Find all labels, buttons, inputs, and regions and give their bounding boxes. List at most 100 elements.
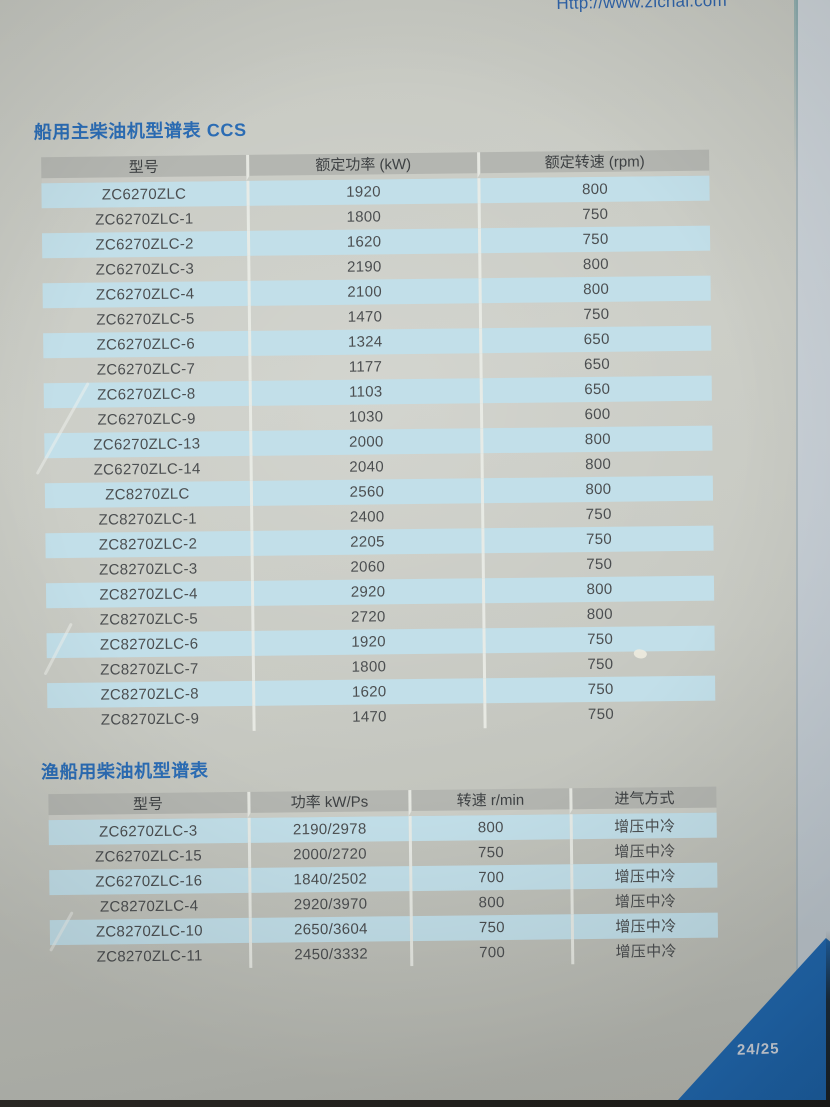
table-cell: 800 [477, 175, 710, 204]
table-cell: 750 [481, 550, 714, 579]
table-cell: 750 [477, 225, 711, 254]
table-cell: 750 [483, 700, 716, 729]
table-cell: 2560 [249, 478, 482, 506]
table-cell: ZC6270ZLC-13 [44, 430, 250, 459]
table-cell: ZC6270ZLC-3 [95, 260, 195, 279]
table-cell: 650 [479, 375, 712, 404]
table-cell: ZC8270ZLC-11 [96, 947, 203, 966]
table-cell: 650 [479, 325, 712, 354]
table-cell: 2190/2978 [247, 816, 409, 843]
column-header: 功率 kW/Ps [247, 790, 409, 818]
table-cell: ZC8270ZLC-6 [46, 630, 252, 659]
table-cell: 750 [409, 914, 572, 942]
table-cell: 800 [480, 475, 714, 504]
table-cell: 800 [480, 425, 713, 454]
website-url: Http://www.zichai.com [556, 0, 728, 13]
table-cell: 700 [409, 864, 571, 892]
table-cell: 1324 [248, 328, 480, 356]
table-cell: 800 [482, 600, 715, 629]
table-cell: 600 [479, 400, 713, 429]
table-cell: 700 [410, 939, 572, 967]
column-header: 型号 [41, 154, 247, 184]
table-cell: 增压中冷 [571, 937, 719, 965]
table-cell: 增压中冷 [570, 862, 718, 890]
table-cell: 750 [477, 200, 710, 229]
table-cell: 750 [481, 500, 714, 529]
table-cell: 2060 [250, 553, 482, 581]
table-cell: ZC8270ZLC-7 [100, 660, 199, 679]
table-cell: 800 [409, 889, 571, 917]
table-cell: ZC8270ZLC-8 [47, 680, 253, 709]
table-cell: 1800 [246, 203, 478, 231]
table-cell: 1800 [251, 653, 484, 681]
table-cell: ZC6270ZLC-5 [96, 310, 195, 329]
column-header: 进气方式 [569, 786, 717, 815]
table-cell: 2920 [250, 578, 483, 606]
table-body: ZC6270ZLC-3 2190/2978 800 增压中冷 ZC6270ZLC-15 2… [48, 812, 719, 971]
table-cell: 1920 [251, 628, 483, 656]
table-cell: 1470 [247, 303, 480, 331]
fishing-table-title: 渔船用柴油机型谱表 [40, 760, 209, 783]
table-cell: ZC6270ZLC-14 [93, 460, 201, 479]
fishing-vessel-engine-table: 型号 功率 kW/Ps 转速 r/min 进气方式 ZC6270ZLC-3 2190/29… [48, 786, 719, 971]
table-cell: 800 [481, 575, 715, 604]
column-header: 额定功率 (kW) [246, 152, 478, 181]
table-cell: ZC8270ZLC-4 [99, 897, 199, 916]
table-cell: 2400 [250, 503, 482, 531]
table-cell: 750 [481, 525, 714, 554]
page-edge-strip [796, 0, 830, 1107]
table-cell: ZC8270ZLC-10 [49, 917, 250, 946]
table-cell: 1103 [248, 378, 480, 406]
table-cell: ZC8270ZLC-5 [99, 610, 199, 629]
table-cell: 增压中冷 [570, 912, 719, 940]
table-cell: 800 [478, 250, 711, 279]
page-number: 24/25 [736, 1040, 780, 1059]
table-cell: 2100 [247, 278, 479, 306]
table-cell: 增压中冷 [570, 887, 718, 915]
table-cell: ZC8270ZLC-1 [98, 510, 197, 529]
table-cell: 1030 [248, 403, 481, 431]
column-header: 转速 r/min [408, 788, 570, 817]
table-cell: 750 [478, 300, 712, 329]
table-cell: ZC6270ZLC-15 [94, 847, 203, 866]
table-cell: ZC6270ZLC-6 [43, 330, 249, 359]
table-cell: 2040 [249, 453, 481, 481]
table-cell: 2450/3332 [249, 941, 411, 968]
table-cell: 1620 [252, 678, 484, 706]
table-cell: 650 [479, 350, 712, 379]
table-cell: 1177 [248, 353, 480, 381]
table-cell: 800 [408, 814, 570, 842]
table-cell: 750 [483, 675, 716, 704]
table-cell: 750 [482, 625, 715, 654]
page-edge-shadow [794, 0, 798, 175]
table-cell: 2190 [247, 253, 479, 281]
table-cell: 2920/3970 [248, 891, 410, 918]
table-cell: 1470 [252, 703, 484, 731]
table-cell: ZC6270ZLC-3 [48, 817, 248, 846]
marine-table-title: 船用主柴油机型谱表 CCS [33, 119, 247, 143]
table-cell: 增压中冷 [569, 812, 717, 840]
photo-right-edge [826, 930, 830, 1107]
table-cell: ZC8270ZLC-9 [100, 710, 200, 729]
table-cell: ZC6270ZLC-7 [96, 360, 196, 379]
table-cell: 2000 [249, 428, 481, 456]
table-cell: 2650/3604 [248, 916, 411, 943]
table-cell: ZC6270ZLC-1 [95, 210, 194, 229]
table-cell: 2205 [250, 528, 482, 556]
photo-bottom-edge [0, 1100, 830, 1107]
table-cell: 1920 [246, 178, 478, 206]
table-cell: ZC6270ZLC [41, 180, 247, 209]
marine-main-engine-table: 型号 额定功率 (kW) 额定转速 (rpm) ZC6270ZLC 1920 800 ZC6… [41, 149, 716, 734]
table-cell: 1840/2502 [248, 866, 410, 893]
table-cell: 1620 [246, 228, 479, 256]
column-header: 型号 [48, 791, 248, 821]
table-cell: ZC6270ZLC-16 [49, 867, 249, 896]
table-cell: ZC6270ZLC-4 [42, 280, 248, 309]
table-cell: ZC8270ZLC [44, 480, 251, 509]
table-cell: 750 [408, 839, 571, 867]
table-cell: 2720 [251, 603, 483, 631]
table-cell: ZC8270ZLC-2 [45, 530, 251, 559]
table-cell: ZC8270ZLC-4 [45, 580, 252, 609]
